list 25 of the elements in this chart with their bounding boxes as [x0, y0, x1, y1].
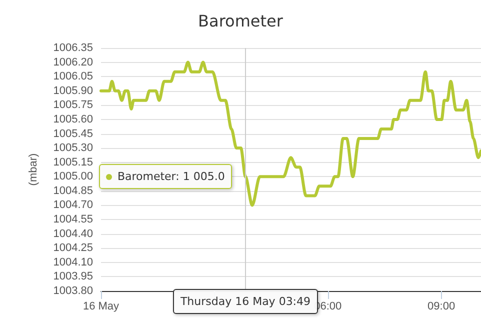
y-tick-label: 1004.85: [53, 184, 93, 197]
y-tick-label: 1004.25: [53, 242, 93, 254]
y-tick-label: 1005.00: [53, 170, 93, 183]
line-series: [100, 60, 481, 207]
y-tick-label: 1006.35: [53, 42, 93, 54]
y-tick-label: 1004.10: [53, 256, 93, 268]
y-axis-title: (mbar): [28, 153, 40, 186]
y-tick-label: 1005.60: [53, 113, 93, 126]
x-tick-label: 09:00: [428, 300, 456, 312]
y-tick-label: 1003.80: [53, 285, 93, 297]
y-tick-label: 1004.55: [53, 214, 93, 226]
y-tick-label: 1005.75: [53, 99, 93, 112]
y-tick-label: 1003.95: [53, 270, 93, 283]
y-tick-label: 1004.40: [53, 228, 93, 240]
y-tick-label: 1005.45: [53, 128, 93, 140]
x-tick-label: 16 May: [82, 300, 120, 312]
y-tick-label: 1005.15: [53, 156, 93, 168]
y-tick-label: 1004.70: [53, 199, 93, 212]
y-tick-label: 1006.05: [53, 70, 93, 83]
y-tick-label: 1006.20: [53, 56, 93, 68]
y-tick-label: 1005.30: [53, 142, 93, 154]
chart-title: Barometer: [198, 12, 284, 30]
annotation: Barometer: 1 005.0: [117, 170, 225, 184]
y-tick-label: 1005.90: [53, 84, 93, 97]
text: Thursday 16 May 03:49: [180, 295, 311, 308]
